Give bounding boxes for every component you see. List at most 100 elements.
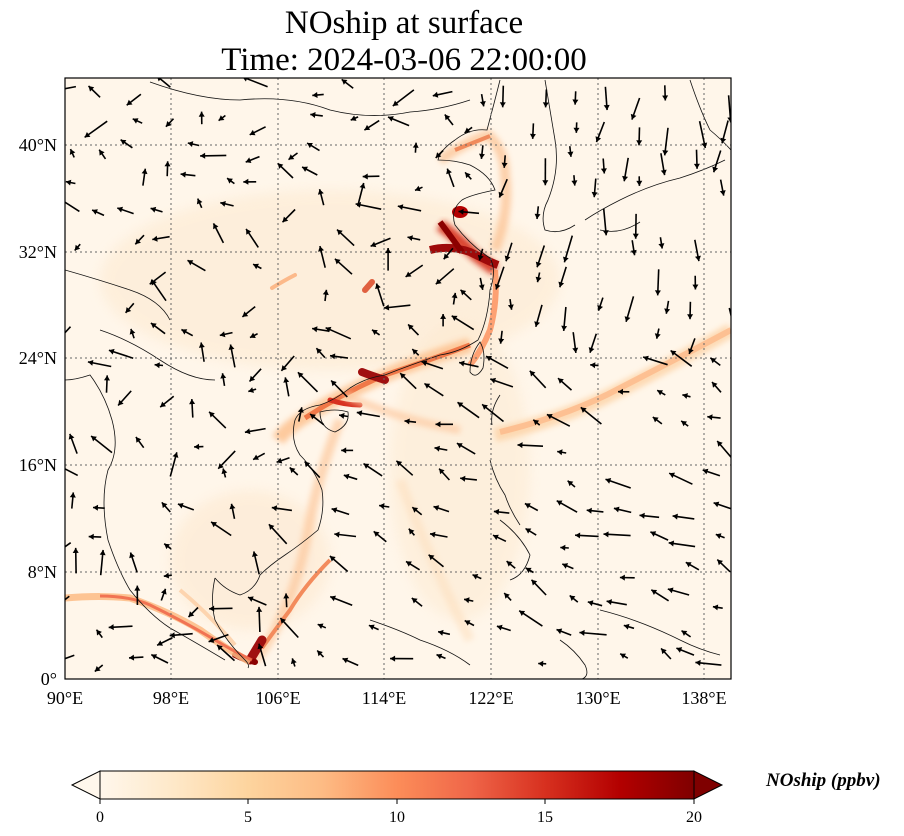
- wind-arrow-head: [125, 307, 132, 313]
- colorbar-tick-label: 10: [389, 809, 405, 826]
- wind-arrow-head: [620, 653, 626, 659]
- lat-tick-label: 40°N: [19, 135, 57, 155]
- wind-arrow-head: [59, 86, 65, 92]
- wind-arrow-head: [712, 604, 719, 611]
- wind-arrow-head: [180, 171, 186, 178]
- wind-arrow-head: [446, 168, 452, 175]
- wind-arrow-head: [435, 152, 442, 158]
- wind-arrow-head: [117, 206, 123, 213]
- wind-arrow-head: [557, 449, 563, 456]
- wind-arrow-head: [618, 388, 623, 395]
- wind-arrow-head: [400, 373, 406, 379]
- wind-arrow-head: [129, 654, 135, 661]
- wind-arrow-head: [281, 365, 287, 371]
- wind-arrow-head: [302, 166, 308, 172]
- wind-arrow-head: [213, 223, 219, 230]
- wind-arrow-head: [685, 562, 692, 568]
- wind-arrow-head: [692, 284, 699, 290]
- wind-arrow-head: [396, 460, 403, 467]
- wind-arrow-head: [209, 411, 215, 418]
- wind-arrow-head: [248, 387, 254, 393]
- wind-arrow-head: [457, 402, 464, 408]
- wind-arrow-head: [341, 79, 348, 85]
- wind-arrow-head: [412, 507, 419, 513]
- wind-arrow-head: [187, 260, 194, 266]
- wind-arrow-head: [558, 281, 565, 288]
- wind-arrow-head: [188, 611, 195, 617]
- wind-arrow-head: [310, 414, 316, 420]
- wind-arrow-head: [355, 202, 362, 208]
- wind-arrow-head: [65, 179, 72, 186]
- wind-arrow-head: [440, 314, 447, 319]
- wind-arrow-head: [459, 360, 465, 367]
- wind-arrow-head: [558, 378, 564, 384]
- wind-arrow-head: [412, 142, 419, 148]
- wind-arrow-head: [662, 150, 669, 156]
- wind-arrow-head: [579, 629, 585, 636]
- wind-arrow-head: [317, 623, 324, 629]
- wind-arrow-head: [421, 360, 428, 367]
- wind-arrow-head: [288, 154, 295, 160]
- wind-arrow-head: [108, 624, 114, 631]
- lon-tick-label: 130°E: [575, 688, 620, 708]
- wind-arrow-head: [331, 380, 337, 387]
- wind-arrow-head: [669, 472, 675, 479]
- wind-arrow-head: [600, 168, 607, 174]
- wind-arrow-head: [464, 620, 471, 626]
- wind-arrow-head: [436, 653, 443, 660]
- wind-arrow-head: [243, 178, 249, 185]
- wind-arrow-head: [586, 507, 592, 514]
- wind-arrow-head: [588, 347, 595, 353]
- wind-arrow-head: [682, 393, 688, 399]
- wind-arrow-head: [415, 185, 421, 192]
- wind-arrow-head: [477, 254, 484, 261]
- wind-arrow-head: [84, 132, 91, 138]
- wind-arrow-head: [276, 457, 283, 464]
- wind-arrow-head: [220, 201, 226, 207]
- wind-arrow-head: [720, 137, 727, 144]
- wind-arrow-head: [573, 127, 580, 133]
- wind-arrow-head: [687, 314, 694, 320]
- lon-tick-label: 106°E: [255, 688, 300, 708]
- wind-arrow-head: [676, 647, 683, 653]
- wind-arrow-head: [619, 574, 625, 581]
- wind-arrow-head: [408, 324, 414, 330]
- wind-arrow-head: [297, 372, 304, 378]
- wind-arrow-head: [242, 311, 249, 317]
- wind-arrow-head: [69, 149, 76, 155]
- wind-arrow-shaft: [157, 78, 171, 88]
- wind-arrow-head: [531, 579, 538, 586]
- colorbar-tick-label: 15: [537, 809, 553, 826]
- wind-arrow-head: [363, 463, 370, 469]
- wind-arrow-head: [160, 401, 166, 408]
- wind-arrow-head: [245, 157, 252, 163]
- map-title-line1: NOship at surface: [284, 5, 524, 41]
- wind-arrow-head: [161, 502, 168, 509]
- wind-arrow-head: [433, 505, 440, 511]
- wind-arrow-head: [135, 238, 141, 245]
- wind-arrow-head: [575, 532, 581, 539]
- wind-arrow-head: [343, 473, 350, 480]
- wind-arrow-head: [172, 452, 179, 458]
- wind-arrow-head: [501, 162, 508, 168]
- wind-arrow-head: [370, 241, 377, 248]
- wind-arrow-head: [244, 428, 251, 435]
- lat-tick-label: 32°N: [19, 242, 57, 262]
- wind-arrow-head: [535, 276, 542, 283]
- wind-arrow-head: [606, 599, 612, 605]
- wind-arrow-head: [163, 572, 170, 579]
- wind-arrow-head: [219, 331, 226, 338]
- wind-arrow-head: [538, 660, 544, 667]
- wind-arrow-head: [165, 121, 172, 127]
- wind-arrow-head: [383, 304, 390, 311]
- wind-arrow-head: [590, 362, 596, 369]
- wind-arrow-head: [88, 86, 95, 92]
- wind-arrow-head: [331, 507, 338, 514]
- wind-arrow-head: [368, 624, 375, 631]
- wind-arrow-head: [456, 443, 463, 449]
- wind-arrow-head: [460, 289, 467, 296]
- wind-arrow-head: [439, 468, 445, 475]
- wind-arrow-shaft: [65, 467, 79, 477]
- wind-arrow-head: [623, 623, 630, 630]
- wind-arrow-head: [451, 292, 458, 299]
